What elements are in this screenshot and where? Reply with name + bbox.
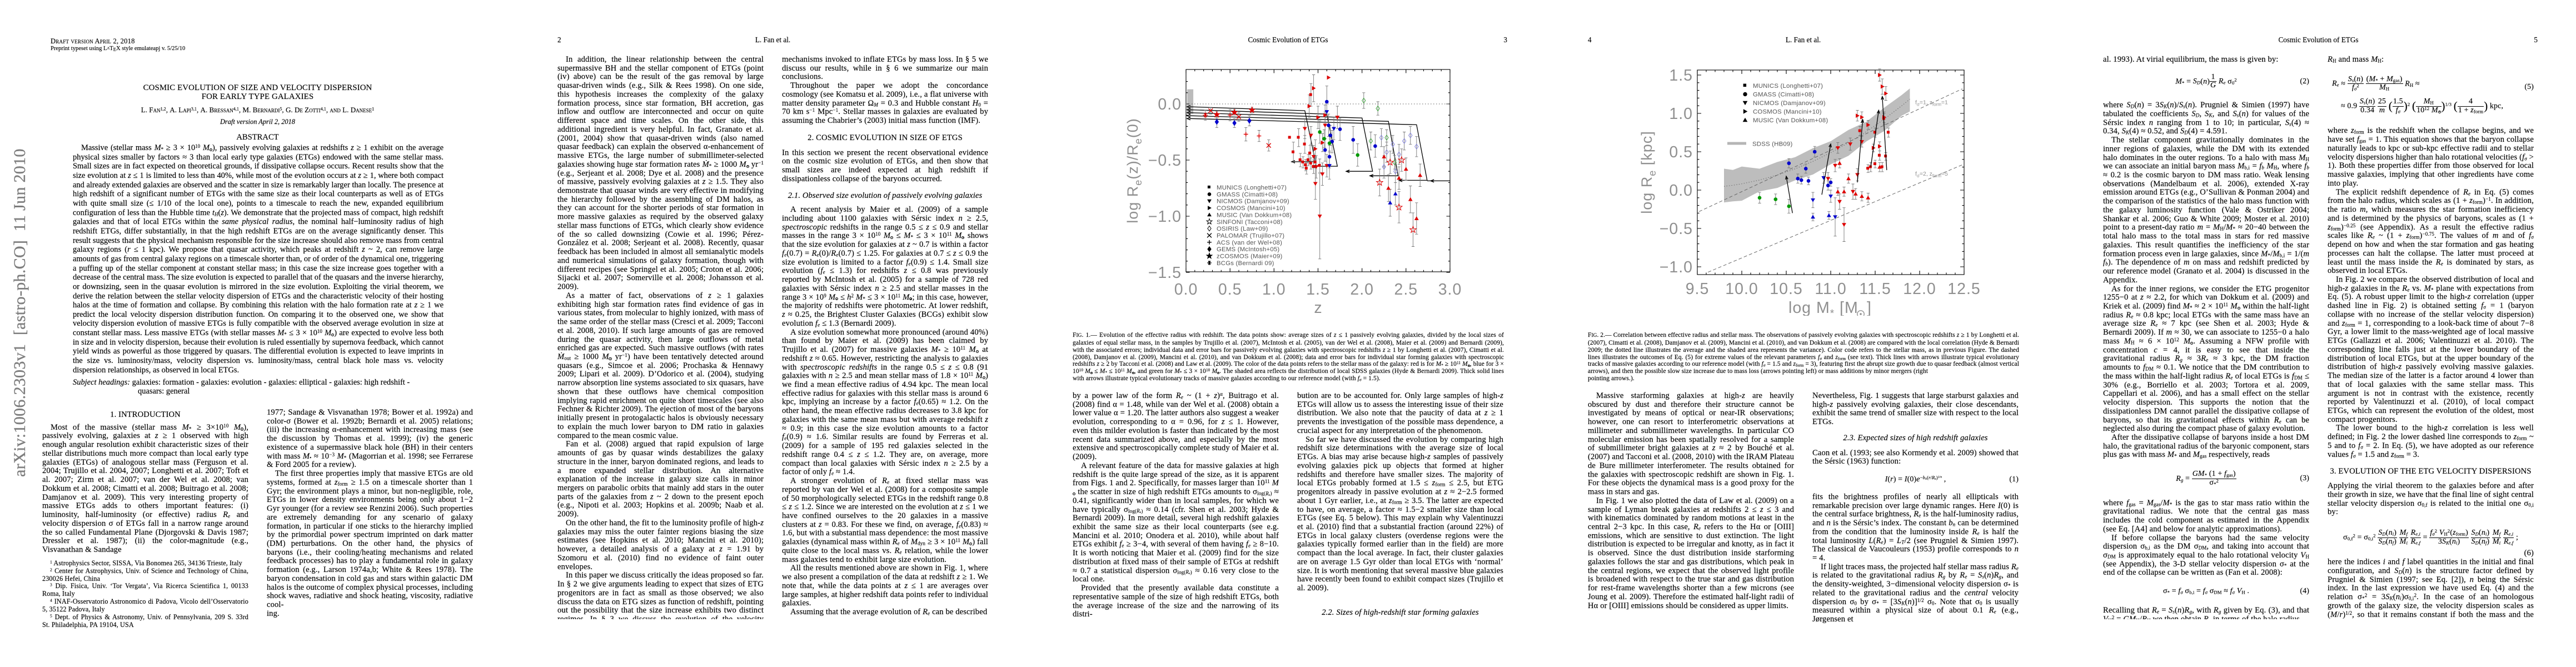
svg-text:COSMOS (Mancini+10): COSMOS (Mancini+10) xyxy=(1753,109,1822,116)
svg-text:10.0: 10.0 xyxy=(1725,280,1758,298)
svg-text:0.0: 0.0 xyxy=(1174,281,1198,298)
svg-text:MUNICS (Longhetti+07): MUNICS (Longhetti+07) xyxy=(1217,185,1287,191)
svg-text:10.5: 10.5 xyxy=(1770,280,1802,298)
svg-text:2.5: 2.5 xyxy=(1394,281,1418,298)
svg-text:GMASS (Cimatti+08): GMASS (Cimatti+08) xyxy=(1753,92,1814,98)
svg-text:log M* [M: log M* [M xyxy=(1788,299,1858,316)
svg-text:0.0: 0.0 xyxy=(1158,96,1182,113)
svg-text:zCOSMOS (Maier+09): zCOSMOS (Maier+09) xyxy=(1217,253,1282,260)
svg-text:11.0: 11.0 xyxy=(1815,280,1846,298)
svg-text:NICMOS (Damjanov+09): NICMOS (Damjanov+09) xyxy=(1753,100,1826,107)
svg-text:1.5: 1.5 xyxy=(1669,67,1693,84)
svg-text:BCGs (Bernardi 09): BCGs (Bernardi 09) xyxy=(1217,260,1274,267)
svg-text:fσ=1, zform=1: fσ=1, zform=1 xyxy=(1915,99,1948,107)
svg-text:MUSIC (Van Dokkum+08): MUSIC (Van Dokkum+08) xyxy=(1217,212,1292,218)
svg-text:−1.0: −1.0 xyxy=(1148,208,1182,226)
svg-text:1.0: 1.0 xyxy=(1262,281,1286,298)
svg-text:GMASS (Cimatti+08): GMASS (Cimatti+08) xyxy=(1217,191,1278,198)
svg-text:COSMOS (Mancini+10): COSMOS (Mancini+10) xyxy=(1217,205,1285,212)
svg-text:9.5: 9.5 xyxy=(1686,280,1710,298)
svg-text:MUSIC (Van Dokkum+08): MUSIC (Van Dokkum+08) xyxy=(1753,117,1828,124)
svg-text:OSIRIS (Law+09): OSIRIS (Law+09) xyxy=(1217,226,1268,232)
svg-text:11.5: 11.5 xyxy=(1859,280,1891,298)
svg-text:SDSS (HB09): SDSS (HB09) xyxy=(1752,141,1792,148)
svg-text:ACS (van der Wel+08): ACS (van der Wel+08) xyxy=(1217,240,1282,246)
svg-text:1.5: 1.5 xyxy=(1306,281,1330,298)
svg-text:2.0: 2.0 xyxy=(1350,281,1374,298)
svg-text:12.5: 12.5 xyxy=(1947,280,1980,298)
svg-text:GEMS (McIntosh+05): GEMS (McIntosh+05) xyxy=(1217,246,1279,253)
svg-text:MUNICS (Longhetti+07): MUNICS (Longhetti+07) xyxy=(1753,83,1823,89)
svg-text:−0.5: −0.5 xyxy=(1660,220,1693,238)
svg-text:SINFONI (Tacconi+08): SINFONI (Tacconi+08) xyxy=(1217,219,1283,226)
svg-text:−0.5: −0.5 xyxy=(1148,152,1182,170)
svg-text:1.0: 1.0 xyxy=(1669,105,1693,123)
svg-text:3.0: 3.0 xyxy=(1438,281,1462,298)
svg-text:log Re(z)/Re(0): log Re(z)/Re(0) xyxy=(1124,118,1144,223)
svg-text:0.0: 0.0 xyxy=(1669,182,1693,200)
svg-text:−1.0: −1.0 xyxy=(1660,258,1693,276)
svg-text:NICMOS (Damjanov+09): NICMOS (Damjanov+09) xyxy=(1217,198,1289,205)
svg-text:−1.5: −1.5 xyxy=(1148,264,1182,282)
svg-text:0.5: 0.5 xyxy=(1669,143,1693,161)
svg-text:0.5: 0.5 xyxy=(1218,281,1242,298)
svg-text:log Re [kpc]: log Re [kpc] xyxy=(1638,131,1658,214)
svg-text:fσ=2, zform=5: fσ=2, zform=5 xyxy=(1915,171,1948,178)
svg-text:z: z xyxy=(1314,299,1322,313)
svg-text:12.0: 12.0 xyxy=(1903,280,1936,298)
svg-text:PALOMAR (Trujillo+07): PALOMAR (Trujillo+07) xyxy=(1217,233,1284,240)
svg-text:]: ] xyxy=(1867,299,1871,316)
